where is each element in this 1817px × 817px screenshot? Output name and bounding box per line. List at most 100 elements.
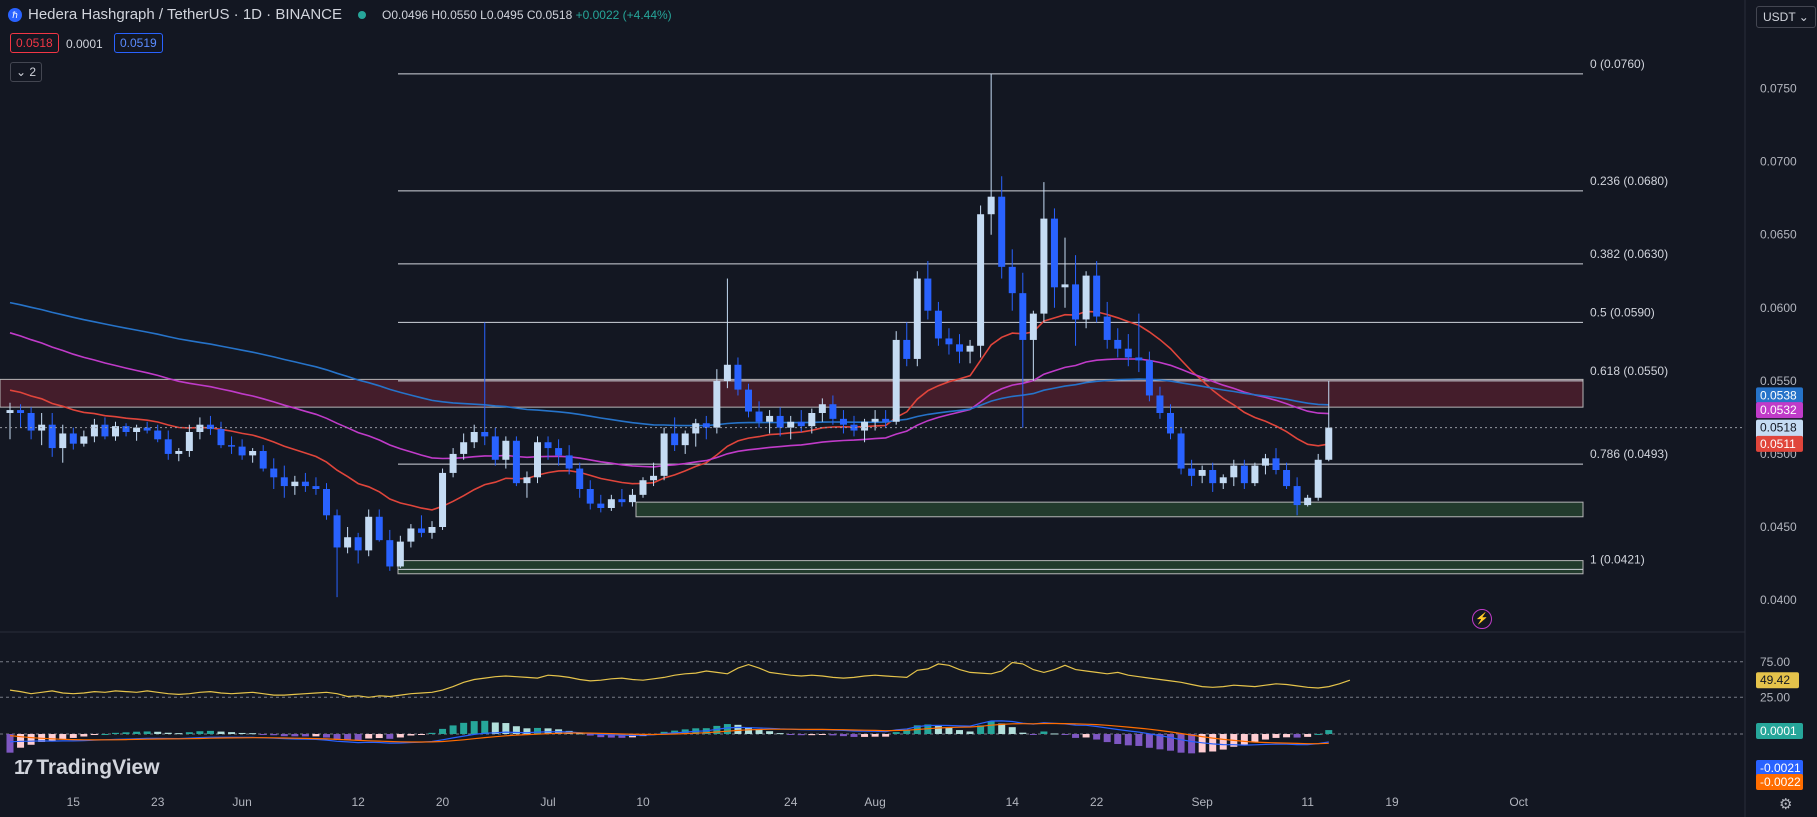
candle	[1082, 275, 1090, 320]
candle	[523, 477, 531, 484]
time-tick-label: 20	[436, 795, 450, 809]
macd-histogram-bar	[1314, 733, 1322, 735]
price-tick-label: 0.0600	[1760, 301, 1797, 315]
time-tick-label: Aug	[864, 795, 885, 809]
macd-histogram-bar	[1240, 734, 1248, 746]
currency-button[interactable]: USDT ⌄	[1756, 6, 1816, 28]
candle	[80, 436, 88, 444]
macd-histogram-bar	[312, 734, 320, 737]
macd-panel: 0.0001 -0.0021-0.0022	[0, 720, 1803, 790]
signal-line	[9, 722, 1329, 745]
candle	[956, 344, 963, 352]
candles-layer	[6, 73, 1333, 598]
candle	[681, 433, 689, 446]
candle	[512, 440, 520, 484]
macd-histogram-bar	[386, 734, 394, 739]
macd-histogram-bar	[1124, 734, 1132, 746]
symbol-title[interactable]: Hedera Hashgraph / TetherUS · 1D · BINAN…	[28, 6, 343, 23]
ema-mid-line	[9, 332, 1329, 468]
macd-histogram-bar	[196, 731, 204, 734]
macd-histogram-bar	[101, 733, 109, 735]
macd-histogram-bar	[1156, 734, 1164, 750]
ask-button[interactable]: 0.0519	[114, 33, 163, 53]
macd-histogram-bar	[27, 734, 35, 745]
macd-histogram-bar	[1008, 727, 1016, 734]
macd-histogram-bar	[850, 734, 858, 737]
candle	[185, 432, 193, 451]
settings-icon[interactable]: ⚙	[1779, 796, 1793, 813]
price-tag-bg	[1756, 435, 1803, 452]
macd-histogram-bar	[396, 734, 404, 738]
macd-histogram-bar	[523, 728, 531, 734]
candle	[470, 432, 478, 443]
high-value: H0.0550	[431, 7, 477, 22]
macd-histogram-bar	[576, 733, 584, 735]
candle	[903, 339, 911, 359]
candle	[1304, 497, 1312, 506]
candle	[650, 475, 658, 481]
indicators-toggle[interactable]: ⌄ 2	[10, 62, 43, 82]
macd-histogram-bar	[829, 734, 837, 736]
macd-histogram-bar	[1272, 734, 1280, 738]
candle	[1230, 465, 1238, 478]
tradingview-logo: 17 TradingView	[14, 756, 160, 780]
macd-histogram-bar	[375, 734, 383, 739]
candle	[1188, 468, 1196, 476]
macd-histogram-bar	[1188, 734, 1196, 754]
candle	[586, 489, 594, 504]
candle	[1156, 395, 1164, 413]
time-tick-label: 24	[784, 795, 798, 809]
candle	[48, 424, 56, 449]
price-tag-label: 0.0518	[1760, 421, 1797, 435]
macd-histogram-bar	[164, 732, 172, 734]
candle	[1019, 293, 1027, 340]
macd-histogram-bar	[1283, 734, 1291, 738]
candle	[1093, 275, 1101, 317]
macd-histogram-bar	[1209, 734, 1217, 752]
macd-histogram-bar	[217, 731, 225, 734]
candle	[766, 415, 774, 422]
candle	[882, 418, 890, 422]
candle	[1167, 413, 1174, 434]
candle	[998, 196, 1006, 267]
macd-histogram-bar	[59, 734, 67, 740]
macd-histogram-bar	[1019, 732, 1027, 734]
macd-histogram-bar	[1114, 734, 1122, 744]
candle	[133, 427, 141, 432]
bid-button[interactable]: 0.0518	[10, 33, 59, 53]
fib-label: 0 (0.0760)	[1590, 57, 1645, 71]
candle	[365, 516, 373, 551]
candle	[565, 455, 573, 469]
candle	[924, 278, 932, 311]
macd-value-bg	[1756, 774, 1803, 790]
candle	[122, 426, 130, 432]
macd-histogram-bar	[1093, 734, 1101, 740]
macd-histogram-bar	[1135, 734, 1143, 746]
lightning-icon[interactable]: ⚡	[1472, 609, 1492, 629]
candle	[333, 515, 341, 548]
macd-histogram-bar	[544, 728, 552, 734]
price-tag-bg	[1756, 387, 1803, 404]
candle	[101, 424, 109, 437]
rsi-level-label: 25.00	[1760, 690, 1790, 704]
macd-histogram-bar	[660, 731, 668, 734]
candle	[439, 472, 447, 527]
candle	[776, 415, 784, 428]
macd-histogram-bar	[143, 731, 151, 734]
change-value: +0.0022 (+4.44%)	[575, 7, 672, 22]
chevron-down-icon: ⌄	[1798, 10, 1809, 24]
candle	[671, 433, 679, 446]
close-value: C0.0518	[526, 7, 573, 22]
candle	[734, 364, 742, 390]
candle	[354, 537, 362, 551]
macd-histogram-bar	[755, 729, 763, 734]
candle	[206, 424, 214, 430]
candle	[797, 421, 805, 427]
macd-histogram-bar	[185, 732, 193, 734]
low-value: L0.0495	[480, 7, 524, 22]
candle	[386, 540, 394, 567]
macd-histogram-bar	[734, 724, 742, 734]
time-tick-label: 19	[1385, 795, 1399, 809]
fib-label: 0.382 (0.0630)	[1590, 247, 1668, 261]
